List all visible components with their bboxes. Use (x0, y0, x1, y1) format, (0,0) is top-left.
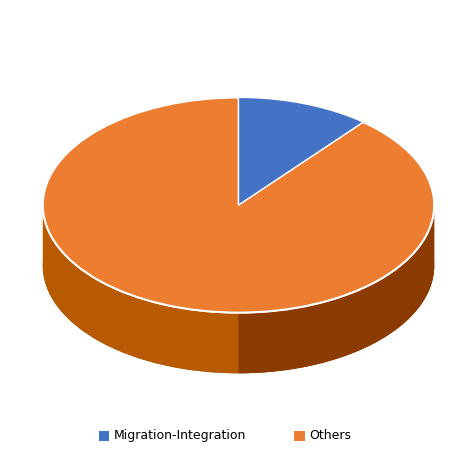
Text: Migration-Integration: Migration-Integration (113, 429, 246, 442)
Polygon shape (43, 205, 433, 373)
Polygon shape (43, 97, 433, 313)
Bar (99, 431, 109, 441)
Text: Others: Others (308, 429, 351, 442)
Bar (294, 431, 304, 441)
Polygon shape (238, 97, 363, 205)
Ellipse shape (43, 158, 433, 373)
Polygon shape (238, 205, 433, 373)
